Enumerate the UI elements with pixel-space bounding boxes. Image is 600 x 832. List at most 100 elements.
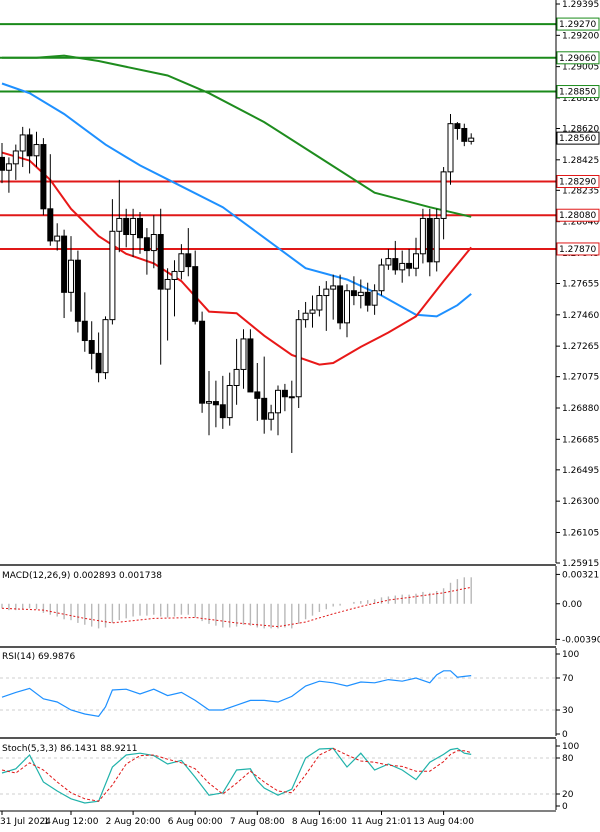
candle-bull bbox=[240, 338, 247, 370]
price-tick-label: 1.29200 bbox=[562, 31, 599, 41]
candle-bear bbox=[392, 258, 399, 271]
candle-bull bbox=[164, 278, 171, 290]
price-tick-label: 1.27265 bbox=[562, 342, 599, 352]
candle-bull bbox=[330, 285, 337, 290]
macd-tick-label: 0.00 bbox=[562, 600, 582, 610]
candle-bull bbox=[116, 217, 123, 232]
time-tick-label: 6 Aug 00:00 bbox=[168, 817, 223, 827]
time-tick-label: 8 Aug 16:00 bbox=[292, 817, 347, 827]
price-tick-label: 1.27655 bbox=[562, 280, 599, 290]
candle-bear bbox=[61, 235, 68, 293]
candle-bear bbox=[454, 123, 461, 129]
candle-bull bbox=[102, 319, 109, 374]
candlesticks bbox=[0, 114, 475, 453]
price-tick-label: 1.26105 bbox=[562, 528, 599, 538]
candle-bull bbox=[288, 396, 295, 399]
candle-bear bbox=[157, 234, 164, 290]
level-label-text: 1.29270 bbox=[559, 20, 596, 30]
rsi-tick-label: 0 bbox=[562, 730, 568, 740]
level-label-box bbox=[556, 51, 600, 65]
candle-bear bbox=[47, 208, 54, 242]
candle-bull bbox=[447, 123, 454, 173]
candle-bull bbox=[295, 319, 302, 398]
candle-bull bbox=[5, 163, 12, 171]
rsi-line bbox=[0, 670, 556, 718]
price-tick-label: 1.26300 bbox=[562, 497, 599, 507]
level-label-box bbox=[556, 208, 600, 222]
macd-signal-path bbox=[1, 586, 472, 628]
candle-bear bbox=[212, 401, 219, 406]
candle-bull bbox=[275, 389, 281, 414]
rsi-panel[interactable]: 100 70 30 0 RSI(14) 69.9876 bbox=[0, 648, 579, 740]
candle-bull bbox=[357, 291, 364, 297]
rsi-axis-ticks: 100 70 30 0 bbox=[556, 650, 579, 740]
candle-bear bbox=[406, 262, 413, 269]
price-tick-label: 1.27075 bbox=[562, 373, 599, 383]
candle-bear bbox=[281, 389, 288, 398]
level-label-text: 1.28290 bbox=[559, 177, 596, 187]
candle-bear bbox=[254, 391, 261, 399]
macd-tick-label: 0.003217 bbox=[562, 570, 600, 580]
candle-bull bbox=[433, 217, 440, 263]
stoch-tick-label: 100 bbox=[562, 742, 579, 752]
candle-bull bbox=[371, 290, 378, 306]
candle-bear bbox=[261, 397, 268, 420]
candle-bull bbox=[68, 259, 74, 293]
candle-bull bbox=[378, 264, 385, 292]
stoch-axis-ticks: 100 80 20 0 bbox=[556, 742, 579, 812]
level-label-text: 1.29060 bbox=[559, 54, 596, 64]
candle-bull bbox=[302, 312, 309, 321]
macd-signal-line bbox=[1, 586, 472, 628]
ma-line bbox=[2, 54, 472, 218]
candle-bear bbox=[123, 217, 130, 236]
stoch-tick-label: 80 bbox=[562, 754, 574, 764]
price-tick-label: 1.29395 bbox=[562, 0, 599, 10]
price-panel-bg bbox=[0, 0, 556, 563]
candle-bull bbox=[399, 262, 406, 271]
rsi-tick-label: 100 bbox=[562, 650, 579, 660]
candle-bear bbox=[364, 291, 371, 306]
ma-line bbox=[1, 151, 472, 366]
moving-averages bbox=[1, 54, 472, 366]
macd-histogram bbox=[1, 577, 472, 629]
time-tick-label: 31 Jul 2024 bbox=[0, 817, 51, 827]
candle-bear bbox=[0, 156, 5, 171]
rsi-tick-label: 70 bbox=[562, 674, 574, 684]
macd-panel[interactable]: 0.003217 0.00 -0.003903 MACD(12,26,9) 0.00… bbox=[1, 566, 600, 645]
price-tick-label: 1.28235 bbox=[562, 186, 599, 196]
candle-bear bbox=[26, 134, 33, 157]
time-tick-label: 2 Aug 20:00 bbox=[106, 817, 161, 827]
level-label-text: 1.27870 bbox=[559, 245, 596, 255]
stoch-lines bbox=[0, 747, 556, 804]
macd-label: MACD(12,26,9) 0.002893 0.001738 bbox=[2, 571, 162, 581]
price-panel[interactable]: 1.29395 1.29200 1.29005 1.28810 1.28620 1.284… bbox=[0, 0, 600, 569]
candle-bear bbox=[192, 266, 199, 322]
candle-bear bbox=[185, 253, 192, 268]
price-tick-label: 1.29005 bbox=[562, 63, 599, 73]
candle-bull bbox=[109, 230, 116, 321]
candle-bear bbox=[143, 237, 150, 252]
price-tick-label: 1.28620 bbox=[562, 124, 599, 134]
price-tick-label: 1.26495 bbox=[562, 466, 599, 476]
time-tick-label: 11 Aug 21:01 bbox=[351, 817, 412, 827]
price-tick-label: 1.28425 bbox=[562, 156, 599, 166]
candle-bear bbox=[74, 259, 81, 322]
price-tick-label: 1.28810 bbox=[562, 94, 599, 104]
stoch-panel[interactable]: 100 80 20 0 Stoch(5,3,3) 86.1431 88.9211 bbox=[0, 739, 579, 812]
candle-bull bbox=[309, 309, 316, 314]
price-tick-label: 1.26880 bbox=[562, 404, 599, 414]
level-label-box bbox=[556, 17, 600, 31]
ma-line bbox=[1, 82, 472, 318]
stoch-main-path bbox=[1, 747, 472, 804]
current-price-label: 1.28560 bbox=[556, 131, 600, 145]
candle-bear bbox=[461, 127, 468, 142]
candle-bull bbox=[54, 235, 61, 242]
candle-bear bbox=[88, 340, 95, 354]
candle-bull bbox=[268, 412, 275, 420]
candle-bull bbox=[440, 171, 447, 219]
candle-bear bbox=[137, 217, 143, 239]
candle-bull bbox=[33, 144, 40, 157]
rsi-label: RSI(14) 69.9876 bbox=[2, 652, 75, 662]
